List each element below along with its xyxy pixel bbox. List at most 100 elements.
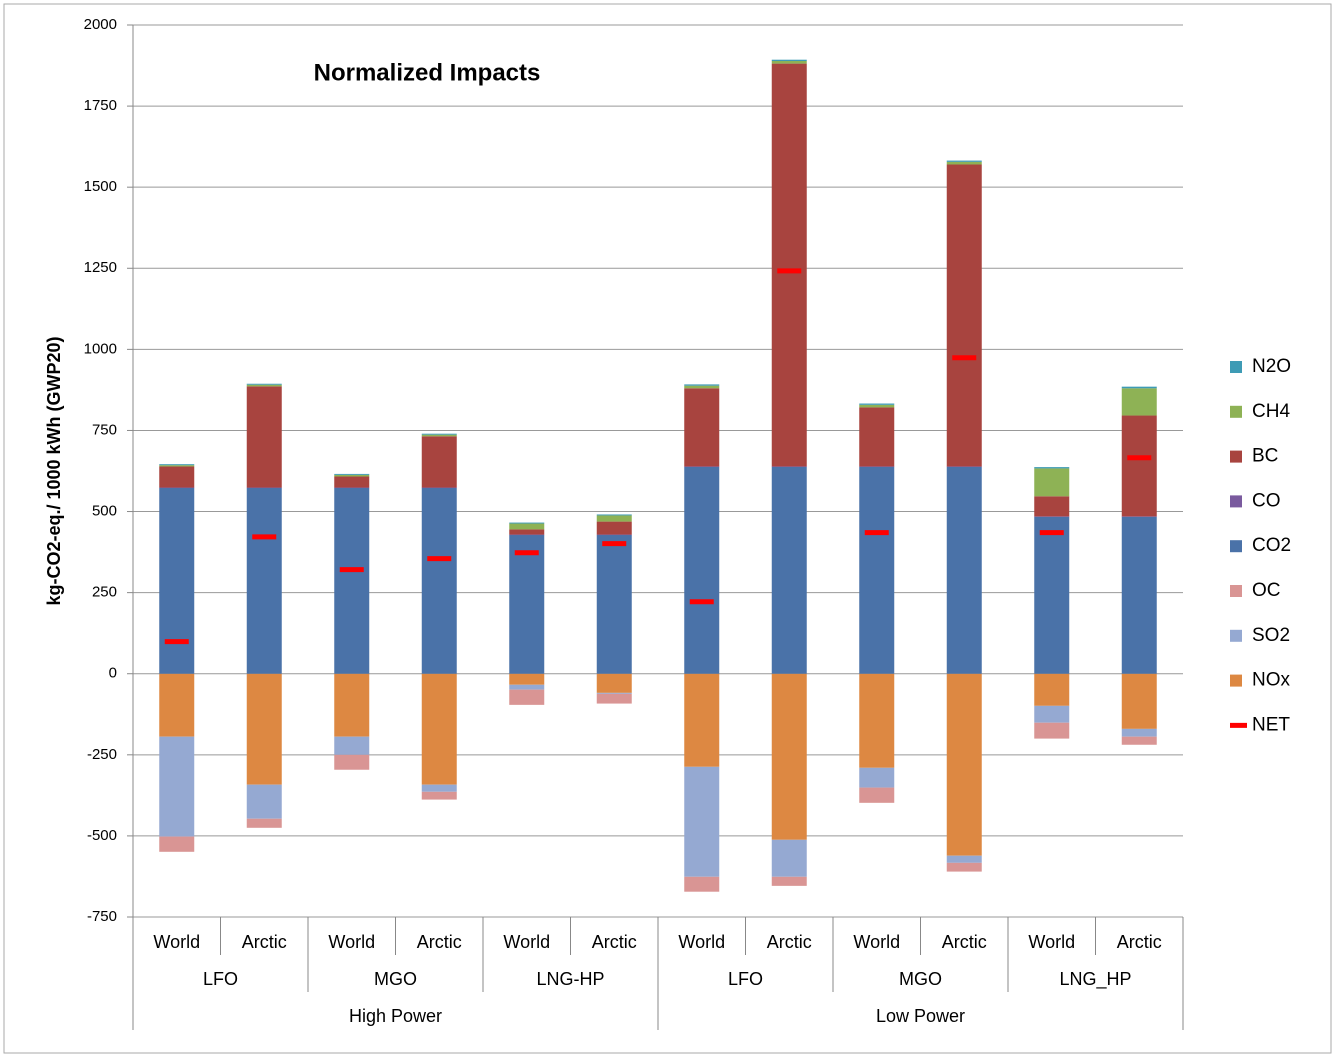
legend-swatch <box>1230 450 1242 463</box>
bar-segment <box>421 784 457 792</box>
x-tick-label: LNG-HP <box>536 969 604 989</box>
bar-segment <box>859 403 895 405</box>
bar-segment <box>684 466 720 674</box>
bar-segment <box>334 473 370 475</box>
bar-segment <box>596 514 632 516</box>
legend-label: N2O <box>1252 356 1291 377</box>
bar-segment <box>1034 468 1070 497</box>
bar-segment <box>246 818 282 828</box>
bar-segment <box>946 160 982 162</box>
bar-segment <box>159 673 195 737</box>
bar-segment <box>334 476 370 488</box>
bar-segment <box>946 466 982 674</box>
x-tick-label: Arctic <box>242 932 287 952</box>
x-tick-label: Low Power <box>876 1006 965 1026</box>
legend-swatch <box>1230 405 1242 418</box>
y-tick-label: 250 <box>92 584 117 601</box>
legend-swatch <box>1230 495 1242 508</box>
bar-segment <box>159 464 195 466</box>
bar-segment <box>946 855 982 863</box>
bar-segment <box>859 767 895 788</box>
bar-segment <box>1121 516 1157 517</box>
bar-segment <box>1121 736 1157 745</box>
bar-segment <box>246 673 282 785</box>
x-tick-label: High Power <box>349 1006 442 1026</box>
y-tick-label: 500 <box>92 503 117 520</box>
bar-segment <box>1034 467 1070 469</box>
bar-segment <box>509 529 545 535</box>
bar-segment <box>159 487 195 489</box>
bar-segment <box>509 684 545 690</box>
bar-segment <box>771 673 807 840</box>
bar-segment <box>246 784 282 819</box>
legend-label: SO2 <box>1252 625 1290 646</box>
bar-segment <box>771 59 807 62</box>
bar-segment <box>596 521 632 535</box>
bar-segment <box>684 388 720 467</box>
y-tick-label: -250 <box>87 746 117 763</box>
y-tick-label: 1000 <box>84 340 117 357</box>
bar-segment <box>1121 673 1157 729</box>
x-tick-label: World <box>328 932 375 952</box>
bar-segment <box>159 836 195 852</box>
bar-segment <box>596 534 632 536</box>
bar-segment <box>596 693 632 704</box>
legend-label: OC <box>1252 580 1281 601</box>
bar-segment <box>859 466 895 674</box>
x-tick-label: Arctic <box>942 932 987 952</box>
bar-segment <box>246 384 282 387</box>
bar-segment <box>684 673 720 767</box>
bar-segment <box>246 487 282 489</box>
bar-segment <box>334 474 370 477</box>
y-axis-label: kg-CO2-eq./ 1000 kWh (GWP20) <box>44 336 64 605</box>
bar-segment <box>246 386 282 488</box>
legend-swatch <box>1230 540 1242 553</box>
y-tick-label: -750 <box>87 908 117 925</box>
y-tick-label: 1250 <box>84 259 117 276</box>
x-tick-label: World <box>153 932 200 952</box>
bar-segment <box>159 465 195 467</box>
bar-segment <box>334 754 370 770</box>
chart-title: Normalized Impacts <box>314 59 541 86</box>
bar-segment <box>771 61 807 64</box>
bar-segment <box>859 673 895 768</box>
x-tick-label: LFO <box>203 969 238 989</box>
bar-segment <box>509 523 545 530</box>
bar-segment <box>421 434 457 437</box>
bar-segment <box>684 766 720 877</box>
bar-segment <box>246 383 282 385</box>
bar-segment <box>596 515 632 522</box>
bar-segment <box>771 839 807 877</box>
bar-segment <box>421 487 457 489</box>
bar-segment <box>421 673 457 785</box>
bar-segment <box>859 404 895 408</box>
bar-segment <box>1034 673 1070 706</box>
bar-segment <box>684 466 720 467</box>
legend-swatch <box>1230 674 1242 687</box>
x-tick-label: LNG_HP <box>1059 969 1131 990</box>
y-tick-label: 0 <box>109 665 117 682</box>
x-tick-label: LFO <box>728 969 763 989</box>
legend-label: CO2 <box>1252 535 1291 556</box>
bar-segment <box>509 689 545 705</box>
bar-segment <box>159 487 195 674</box>
bar-segment <box>1034 705 1070 723</box>
bar-segment <box>1121 388 1157 416</box>
bar-segment <box>596 534 632 674</box>
bar-segment <box>946 862 982 872</box>
x-tick-label: World <box>1028 932 1075 952</box>
bar-segment <box>946 161 982 165</box>
bar-segment <box>159 736 195 837</box>
chart-border <box>3 3 1332 1054</box>
x-tick-label: MGO <box>374 969 417 989</box>
bar-segment <box>859 407 895 467</box>
x-tick-label: World <box>853 932 900 952</box>
bar-segment <box>1121 415 1157 517</box>
x-tick-label: Arctic <box>592 932 637 952</box>
bar-segment <box>596 673 632 693</box>
bar-segment <box>1034 722 1070 739</box>
x-tick-label: Arctic <box>1117 932 1162 952</box>
bar-segment <box>771 466 807 674</box>
x-tick-label: MGO <box>899 969 942 989</box>
